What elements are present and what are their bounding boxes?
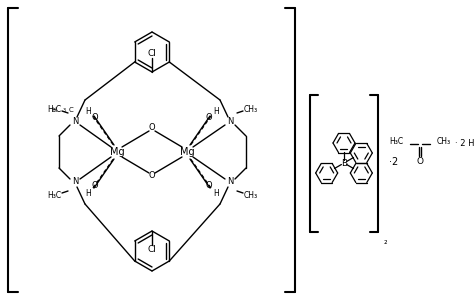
Text: CH₃: CH₃ xyxy=(244,105,258,114)
Text: 3: 3 xyxy=(63,108,65,112)
Text: CH₃: CH₃ xyxy=(437,138,451,146)
Text: O: O xyxy=(206,181,212,191)
Text: H₃C: H₃C xyxy=(47,191,61,199)
Text: Mg: Mg xyxy=(109,147,124,157)
Text: ₂: ₂ xyxy=(384,238,388,247)
Text: H: H xyxy=(85,188,91,198)
Text: C: C xyxy=(69,107,74,113)
Text: O: O xyxy=(91,181,98,191)
Text: H: H xyxy=(213,188,219,198)
Text: ·2: ·2 xyxy=(389,157,398,167)
Text: Cl: Cl xyxy=(147,48,156,58)
Text: O: O xyxy=(149,124,155,132)
Text: H: H xyxy=(85,106,91,115)
Text: O: O xyxy=(91,114,98,122)
Text: Cl: Cl xyxy=(147,245,156,255)
Text: N: N xyxy=(72,178,78,187)
Text: Mg: Mg xyxy=(180,147,194,157)
Text: O: O xyxy=(149,171,155,181)
Text: N: N xyxy=(227,118,233,126)
Text: O: O xyxy=(417,157,423,165)
Text: · 2 H₂O: · 2 H₂O xyxy=(455,139,474,148)
Text: O: O xyxy=(206,114,212,122)
Text: CH₃: CH₃ xyxy=(244,191,258,199)
Text: N: N xyxy=(227,178,233,187)
Text: H₃C: H₃C xyxy=(47,105,61,114)
Text: B: B xyxy=(341,158,347,168)
Text: H₃C: H₃C xyxy=(389,138,403,146)
Text: N: N xyxy=(72,118,78,126)
Text: H: H xyxy=(52,107,57,113)
Text: H: H xyxy=(213,106,219,115)
